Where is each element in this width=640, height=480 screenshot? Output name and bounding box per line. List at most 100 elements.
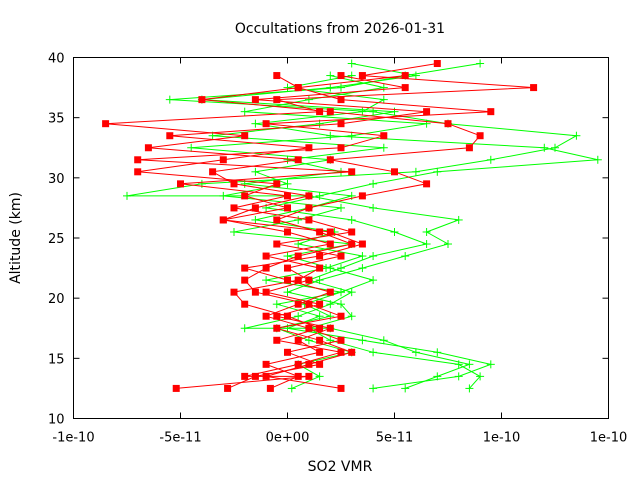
- y-tick-label: 10: [48, 413, 65, 428]
- data-point-plus: [315, 191, 324, 200]
- data-point-square: [241, 372, 249, 380]
- data-point-square: [337, 72, 345, 80]
- data-point-square: [380, 132, 388, 140]
- data-point-square: [316, 252, 324, 260]
- data-point-plus: [369, 348, 378, 357]
- data-point-plus: [283, 252, 292, 261]
- data-point-plus: [251, 119, 260, 128]
- x-tick-label: -5e-11: [159, 431, 201, 446]
- data-point-square: [423, 180, 431, 188]
- data-point-square: [348, 168, 356, 176]
- data-point-square: [224, 384, 232, 392]
- data-point-square: [294, 336, 302, 344]
- data-point-square: [172, 384, 180, 392]
- data-point-plus: [337, 203, 345, 212]
- data-point-square: [316, 348, 324, 356]
- series-occultation-7: [134, 72, 431, 392]
- data-point-square: [262, 360, 270, 368]
- data-point-plus: [294, 312, 303, 321]
- data-point-square: [326, 156, 334, 164]
- data-point-square: [348, 240, 356, 248]
- data-point-plus: [540, 143, 549, 152]
- data-point-square: [230, 288, 238, 296]
- data-point-square: [358, 240, 366, 248]
- y-tick-label: 25: [48, 232, 65, 247]
- data-point-plus: [465, 384, 474, 393]
- data-point-square: [305, 324, 313, 332]
- data-point-plus: [347, 288, 356, 297]
- data-point-square: [337, 120, 345, 128]
- data-point-plus: [454, 215, 463, 224]
- data-point-square: [294, 372, 302, 380]
- data-point-square: [305, 300, 313, 308]
- data-point-plus: [390, 227, 399, 236]
- data-point-square: [358, 72, 366, 80]
- data-point-square: [230, 180, 238, 188]
- data-point-plus: [486, 155, 495, 164]
- x-tick-label: 0e+00: [266, 431, 310, 446]
- data-point-square: [266, 384, 274, 392]
- data-point-square: [241, 132, 249, 140]
- data-point-square: [337, 336, 345, 344]
- data-point-square: [144, 144, 152, 152]
- data-point-plus: [326, 71, 335, 80]
- data-point-square: [273, 240, 281, 248]
- data-point-square: [294, 252, 302, 260]
- data-point-square: [273, 324, 281, 332]
- data-point-plus: [337, 300, 345, 309]
- data-point-plus: [347, 312, 356, 321]
- data-point-plus: [422, 240, 431, 249]
- data-point-square: [262, 288, 270, 296]
- data-point-square: [433, 60, 441, 68]
- data-point-plus: [433, 167, 442, 176]
- x-axis: -1e-10 -5e-11 0e+00 5e-11 1e-10 1e-10: [52, 57, 627, 446]
- data-point-square: [305, 192, 313, 200]
- data-point-square: [391, 168, 398, 176]
- data-point-square: [316, 360, 324, 368]
- data-point-square: [251, 372, 259, 380]
- data-point-plus: [369, 203, 378, 212]
- y-axis: 10 15 20 25 30 35 40: [48, 52, 609, 428]
- data-point-plus: [251, 215, 260, 224]
- data-point-square: [316, 228, 324, 236]
- data-point-plus: [465, 360, 474, 369]
- data-point-square: [262, 372, 270, 380]
- data-point-square: [401, 72, 409, 80]
- data-point-plus: [294, 215, 303, 224]
- data-point-square: [326, 228, 334, 236]
- data-point-plus: [358, 252, 367, 261]
- data-point-square: [316, 264, 324, 272]
- y-tick-label: 40: [48, 52, 65, 67]
- y-axis-label: Altitude (km): [8, 192, 24, 284]
- data-point-plus: [572, 131, 581, 140]
- data-point-square: [284, 348, 291, 356]
- y-tick-label: 30: [48, 172, 65, 187]
- data-point-plus: [315, 372, 324, 381]
- y-tick-label: 35: [48, 112, 65, 127]
- data-point-plus: [251, 167, 260, 176]
- data-point-square: [294, 300, 302, 308]
- data-point-plus: [379, 95, 388, 104]
- data-point-plus: [379, 336, 388, 345]
- data-point-square: [316, 108, 324, 116]
- data-point-plus: [337, 83, 345, 92]
- y-tick-label: 15: [48, 352, 65, 367]
- x-tick-label: -1e-10: [52, 431, 94, 446]
- data-point-square: [337, 252, 345, 260]
- plot-frame: [73, 57, 609, 419]
- data-point-plus: [283, 288, 292, 297]
- data-point-square: [177, 180, 184, 188]
- data-point-plus: [304, 95, 313, 104]
- data-point-plus: [411, 167, 420, 176]
- data-point-plus: [326, 131, 335, 140]
- data-point-square: [305, 360, 313, 368]
- chart-title: Occultations from 2026-01-31: [235, 21, 445, 37]
- data-point-square: [262, 312, 270, 320]
- data-point-square: [209, 168, 217, 176]
- data-point-plus: [287, 384, 296, 393]
- data-point-plus: [272, 300, 281, 309]
- data-point-square: [401, 84, 409, 92]
- data-point-square: [337, 348, 345, 356]
- data-point-square: [284, 264, 291, 272]
